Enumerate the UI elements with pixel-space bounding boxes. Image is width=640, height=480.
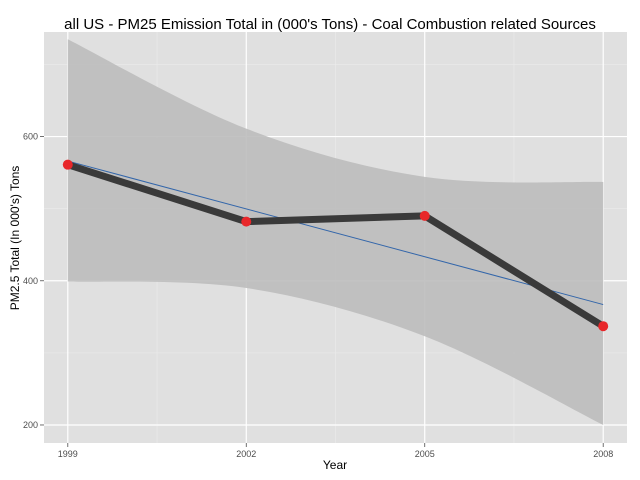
- x-axis: 1999 2002 2005 2008: [58, 443, 613, 459]
- x-tick-label: 1999: [58, 449, 78, 459]
- x-tick-label: 2008: [593, 449, 613, 459]
- data-point: [598, 321, 609, 332]
- trend-line: [67, 160, 604, 306]
- chart-title: all US - PM25 Emission Total in (000's T…: [64, 16, 596, 33]
- data-point: [241, 216, 252, 227]
- y-tick-label: 200: [23, 420, 38, 430]
- x-axis-label: Year: [323, 458, 347, 472]
- y-tick-label: 600: [23, 132, 38, 142]
- data-points: [62, 159, 609, 332]
- data-point: [419, 210, 430, 221]
- x-tick-label: 2002: [236, 449, 256, 459]
- x-tick-label: 2005: [415, 449, 435, 459]
- series-line: [66, 161, 606, 330]
- data-point: [62, 159, 73, 170]
- confidence-band: [67, 39, 604, 425]
- y-axis-label: PM2.5 Total (In 000's) Tons: [8, 166, 22, 311]
- y-tick-label: 400: [23, 276, 38, 286]
- y-axis: 200 400 600: [23, 132, 44, 430]
